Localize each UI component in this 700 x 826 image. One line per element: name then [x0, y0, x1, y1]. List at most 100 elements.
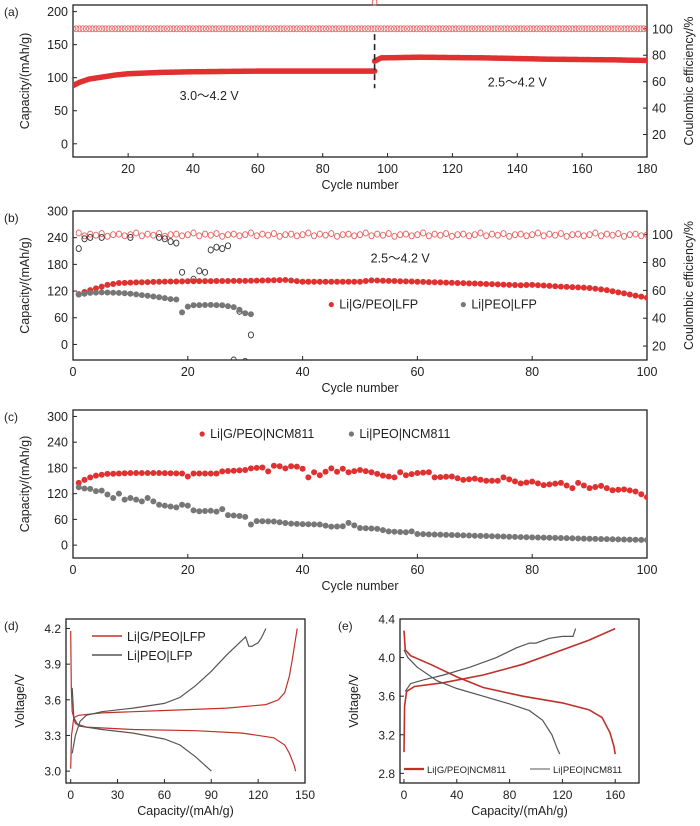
capacity-marker-peo-ncm811	[150, 498, 157, 505]
ce-marker	[579, 25, 586, 33]
ce-marker-g-peo-lfp	[311, 232, 318, 240]
ce-marker	[624, 25, 631, 33]
capacity-marker-peo-ncm811	[156, 501, 163, 508]
ce-marker	[549, 25, 556, 33]
ce-marker	[76, 25, 83, 33]
capacity-marker-g-peo-ncm811	[276, 463, 283, 470]
ce-marker	[634, 25, 641, 33]
x-tick-label: 80	[503, 788, 517, 802]
x-axis-label: Cycle number	[321, 178, 398, 192]
ce-marker	[147, 25, 154, 33]
capacity-marker-g-peo-ncm811	[563, 482, 570, 489]
ce-marker	[290, 25, 297, 33]
legend-label: Li|PEO|LFP	[471, 298, 537, 312]
x-tick-label: 20	[121, 162, 135, 176]
capacity-marker-g-peo-lfp	[448, 279, 455, 286]
ce-marker	[381, 25, 388, 33]
ce-marker	[511, 25, 518, 33]
ce-marker	[501, 25, 508, 33]
capacity-marker-peo-lfp	[196, 302, 203, 309]
capacity-marker-peo-ncm811	[121, 496, 128, 503]
capacity-marker-g-peo-ncm811	[316, 472, 323, 479]
ce-marker	[105, 25, 112, 33]
ce-marker-g-peo-lfp	[632, 230, 639, 238]
ce-marker-g-peo-lfp	[425, 232, 432, 240]
ce-marker-peo-lfp	[75, 245, 82, 253]
ce-marker-g-peo-lfp	[224, 231, 232, 239]
ce-marker	[455, 25, 462, 33]
ce-marker	[134, 25, 141, 33]
capacity-marker-g-peo-ncm811	[540, 482, 547, 489]
capacity-marker-peo-lfp	[75, 291, 82, 298]
capacity-marker-peo-ncm811	[207, 507, 214, 514]
ce-marker	[566, 25, 573, 33]
ce-marker	[313, 25, 320, 33]
x-tick-label: 120	[552, 788, 572, 802]
y-tick-label: 180	[47, 461, 68, 475]
capacity-marker-g-peo-ncm811	[414, 470, 421, 477]
ce-marker-g-peo-lfp	[190, 229, 197, 237]
ce-marker	[335, 25, 342, 33]
ce-marker	[222, 25, 229, 33]
ce-marker	[300, 25, 307, 33]
ce-marker	[196, 25, 203, 33]
ce-marker	[170, 25, 177, 33]
capacity-marker-peo-lfp	[230, 304, 237, 311]
ce-marker	[498, 25, 505, 33]
capacity-marker-peo-ncm811	[98, 487, 105, 494]
x-axis-label: Capacity/(mAh/g)	[137, 804, 234, 818]
capacity-marker-g-peo-lfp	[311, 278, 318, 285]
capacity-marker-g-peo-lfp	[460, 280, 467, 287]
capacity-marker-peo-lfp	[144, 292, 151, 299]
capacity-marker-peo-ncm811	[540, 534, 547, 541]
ce-marker	[355, 25, 362, 33]
capacity-marker-peo-ncm811	[253, 518, 260, 525]
ce-marker	[339, 25, 346, 33]
capacity-marker-peo-ncm811	[615, 536, 622, 543]
ce-marker-g-peo-lfp	[179, 232, 186, 240]
legend-marker	[348, 431, 354, 437]
x-tick-label: 80	[525, 365, 539, 379]
y-axis-label: Voltage/V	[347, 674, 361, 728]
capacity-marker-g-peo-ncm811	[454, 475, 461, 482]
capacity-marker-g-peo-ncm811	[351, 468, 358, 475]
capacity-marker-g-peo-lfp	[92, 285, 99, 292]
capacity-marker-g-peo-lfp	[202, 278, 209, 285]
ce-marker	[559, 25, 566, 33]
ce-marker-g-peo-lfp	[575, 230, 582, 238]
capacity-marker-g-peo-lfp	[443, 279, 450, 286]
capacity-marker-peo-lfp	[190, 302, 197, 309]
x-tick-label: 0	[70, 365, 77, 379]
x-tick-label: 40	[296, 563, 310, 577]
ce-marker	[614, 25, 621, 33]
ce-marker-peo-lfp	[224, 242, 232, 250]
x-tick-label: 100	[637, 365, 658, 379]
capacity-marker-g-peo-lfp	[391, 278, 398, 285]
ce-marker-g-peo-lfp	[437, 231, 444, 239]
x-tick-label: 120	[248, 788, 268, 802]
ce-marker	[154, 25, 161, 33]
ce-marker-g-peo-lfp	[150, 231, 157, 239]
plot-area	[70, 628, 298, 772]
y-right-tick-label: 100	[652, 228, 673, 242]
ce-marker-g-peo-lfp	[356, 231, 364, 239]
ce-marker	[481, 25, 488, 33]
capacity-marker-g-peo-lfp	[603, 287, 610, 294]
capacity-marker-peo-ncm811	[270, 518, 277, 525]
capacity-marker-g-peo-ncm811	[345, 469, 352, 476]
ce-marker	[306, 25, 313, 33]
capacity-marker-g-peo-ncm811	[150, 470, 157, 477]
ce-marker-g-peo-lfp	[466, 232, 473, 240]
capacity-marker-g-peo-ncm811	[127, 470, 134, 477]
ce-marker-g-peo-lfp	[276, 232, 283, 240]
x-tick-label: 0	[401, 788, 408, 802]
ce-marker	[462, 25, 469, 33]
curve-li-peo-ncm811-discharge	[403, 649, 561, 755]
ce-marker	[297, 25, 304, 33]
capacity-marker-g-peo-ncm811	[621, 486, 628, 493]
panel-d: (d) 0 30 60 90 120 150 3.0 3.3 3.6 3.9 4.2 Capacity/…	[4, 618, 315, 818]
ce-marker	[167, 25, 174, 33]
x-tick-label: 180	[637, 162, 658, 176]
ce-marker	[254, 25, 261, 33]
capacity-marker-g-peo-lfp	[98, 283, 105, 290]
